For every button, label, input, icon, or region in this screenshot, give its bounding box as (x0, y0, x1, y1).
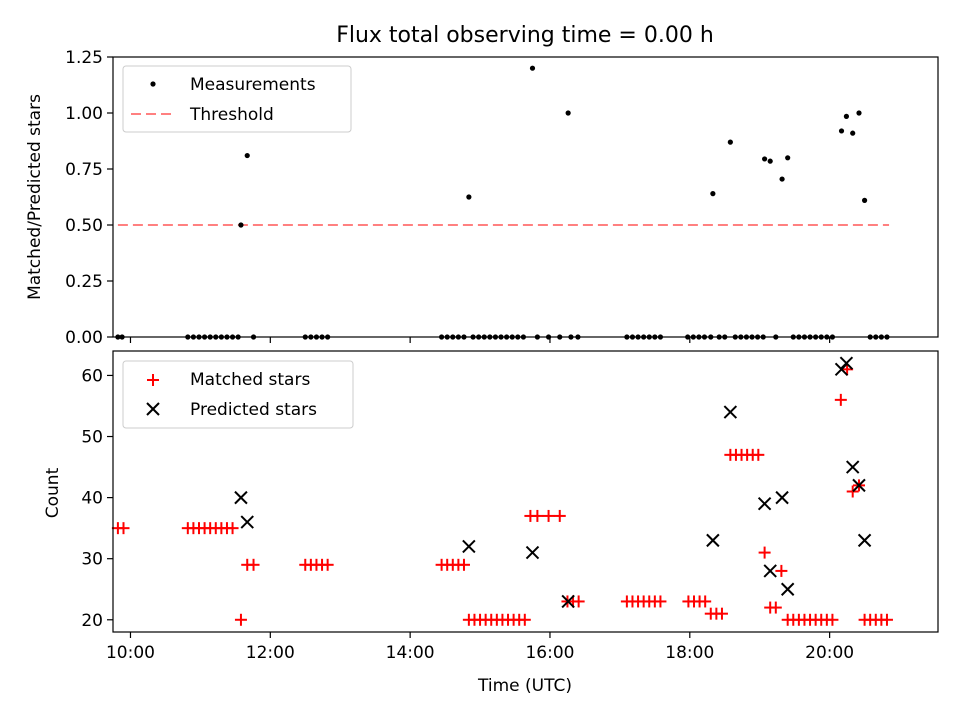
top-chart-title: Flux total observing time = 0.00 h (336, 23, 714, 48)
bottom-y-tick-label: 60 (81, 366, 103, 386)
matched-star-marker (531, 509, 544, 522)
bottom-y-tick-label: 40 (81, 489, 103, 509)
matched-star-marker (758, 546, 771, 559)
bottom-panel: Count Time (UTC) 20 30 40 50 60 10:00 12:00 14… (43, 350, 939, 696)
predicted-star-marker (857, 533, 872, 548)
bottom-plot-frame (112, 350, 939, 633)
matched-star-marker (752, 448, 765, 461)
matched-star-marker (321, 558, 334, 571)
predicted-star-marker (240, 515, 254, 529)
bottom-x-tick-label: 10:00 (106, 643, 155, 663)
matched-stars-series (111, 363, 893, 626)
top-legend: Measurements Threshold (122, 65, 352, 133)
matched-star-marker (226, 522, 239, 535)
predicted-star-marker (525, 545, 540, 560)
measurement-point (466, 194, 472, 200)
top-y-ticks: 0.00 0.25 0.50 0.75 1.00 1.25 (65, 48, 113, 348)
predicted-stars-legend-label: Predicted stars (190, 400, 317, 420)
measurement-point (244, 152, 250, 159)
measurement-point (861, 197, 868, 203)
bottom-x-tick-label: 20:00 (805, 643, 854, 663)
top-panel: Flux total observing time = 0.00 h Match… (25, 23, 939, 348)
top-y-tick-label: 0.25 (65, 272, 103, 292)
matched-star-marker (572, 595, 585, 608)
top-y-tick-label: 0.75 (65, 160, 103, 180)
bottom-y-tick-label: 50 (81, 428, 103, 448)
top-y-axis-label: Matched/Predicted stars (25, 94, 45, 300)
bottom-x-tick-label: 14:00 (386, 643, 435, 663)
bottom-y-tick-label: 30 (81, 550, 103, 570)
matched-stars-legend-label: Matched stars (190, 370, 310, 390)
top-y-tick-label: 0.00 (65, 328, 103, 348)
predicted-star-marker (763, 564, 777, 578)
measurements-legend-marker (150, 81, 156, 87)
bottom-x-tick-label: 12:00 (246, 643, 295, 663)
bottom-y-ticks: 20 30 40 50 60 (81, 366, 113, 631)
matched-star-marker (834, 393, 847, 406)
measurement-point (565, 110, 571, 116)
top-y-tick-label: 1.25 (65, 48, 103, 68)
matched-star-marker (553, 509, 566, 522)
bottom-x-ticks: 10:00 12:00 14:00 16:00 18:00 20:00 (106, 632, 854, 663)
matched-star-marker (826, 613, 839, 626)
measurement-point (767, 158, 773, 164)
matched-star-marker (769, 601, 782, 614)
measurement-point (785, 155, 791, 161)
measurement-point (843, 113, 850, 119)
matched-star-marker (247, 558, 260, 571)
top-legend-box (122, 65, 352, 133)
predicted-stars-series (234, 356, 872, 609)
predicted-stars-legend-marker (146, 402, 160, 416)
matched-star-marker (775, 564, 788, 577)
top-plot-frame (112, 56, 939, 338)
measurement-point (727, 139, 733, 145)
bottom-legend-box (122, 360, 354, 429)
predicted-star-marker (723, 405, 738, 419)
bottom-x-axis-label: Time (UTC) (477, 676, 572, 696)
matched-stars-legend-marker (147, 374, 159, 386)
predicted-star-marker (845, 460, 860, 474)
measurement-point (838, 128, 845, 134)
predicted-star-marker (780, 582, 795, 596)
predicted-star-marker (775, 490, 789, 505)
matched-star-marker (457, 558, 470, 571)
measurement-point (238, 222, 244, 228)
matched-star-marker (715, 607, 728, 620)
measurement-point (529, 65, 536, 71)
measurements-legend-label: Measurements (190, 75, 316, 95)
predicted-star-marker (561, 594, 575, 609)
matched-star-marker (699, 595, 712, 608)
matched-star-marker (846, 485, 859, 498)
bottom-legend: Matched stars Predicted stars (122, 360, 354, 429)
measurement-point (762, 156, 768, 162)
bottom-y-axis-label: Count (43, 467, 63, 518)
top-y-tick-label: 1.00 (65, 104, 103, 124)
matched-star-marker (542, 509, 555, 522)
predicted-star-marker (462, 539, 476, 554)
predicted-star-marker (234, 490, 248, 505)
matched-star-marker (117, 522, 130, 535)
predicted-star-marker (757, 497, 772, 511)
measurement-point (856, 110, 862, 116)
bottom-x-tick-label: 16:00 (525, 643, 574, 663)
measurement-point (850, 130, 856, 136)
predicted-star-marker (839, 356, 854, 370)
threshold-legend-label: Threshold (189, 105, 274, 125)
matched-star-marker (234, 613, 247, 626)
measurement-point (779, 176, 785, 182)
bottom-x-tick-label: 18:00 (665, 643, 714, 663)
predicted-star-marker (706, 533, 720, 548)
matched-star-marker (654, 595, 667, 608)
matched-star-marker (518, 613, 531, 626)
measurement-point (710, 191, 716, 197)
top-y-tick-label: 0.50 (65, 216, 103, 236)
predicted-star-marker (852, 478, 866, 493)
bottom-y-tick-label: 20 (81, 611, 103, 631)
matched-star-marker (880, 613, 893, 626)
